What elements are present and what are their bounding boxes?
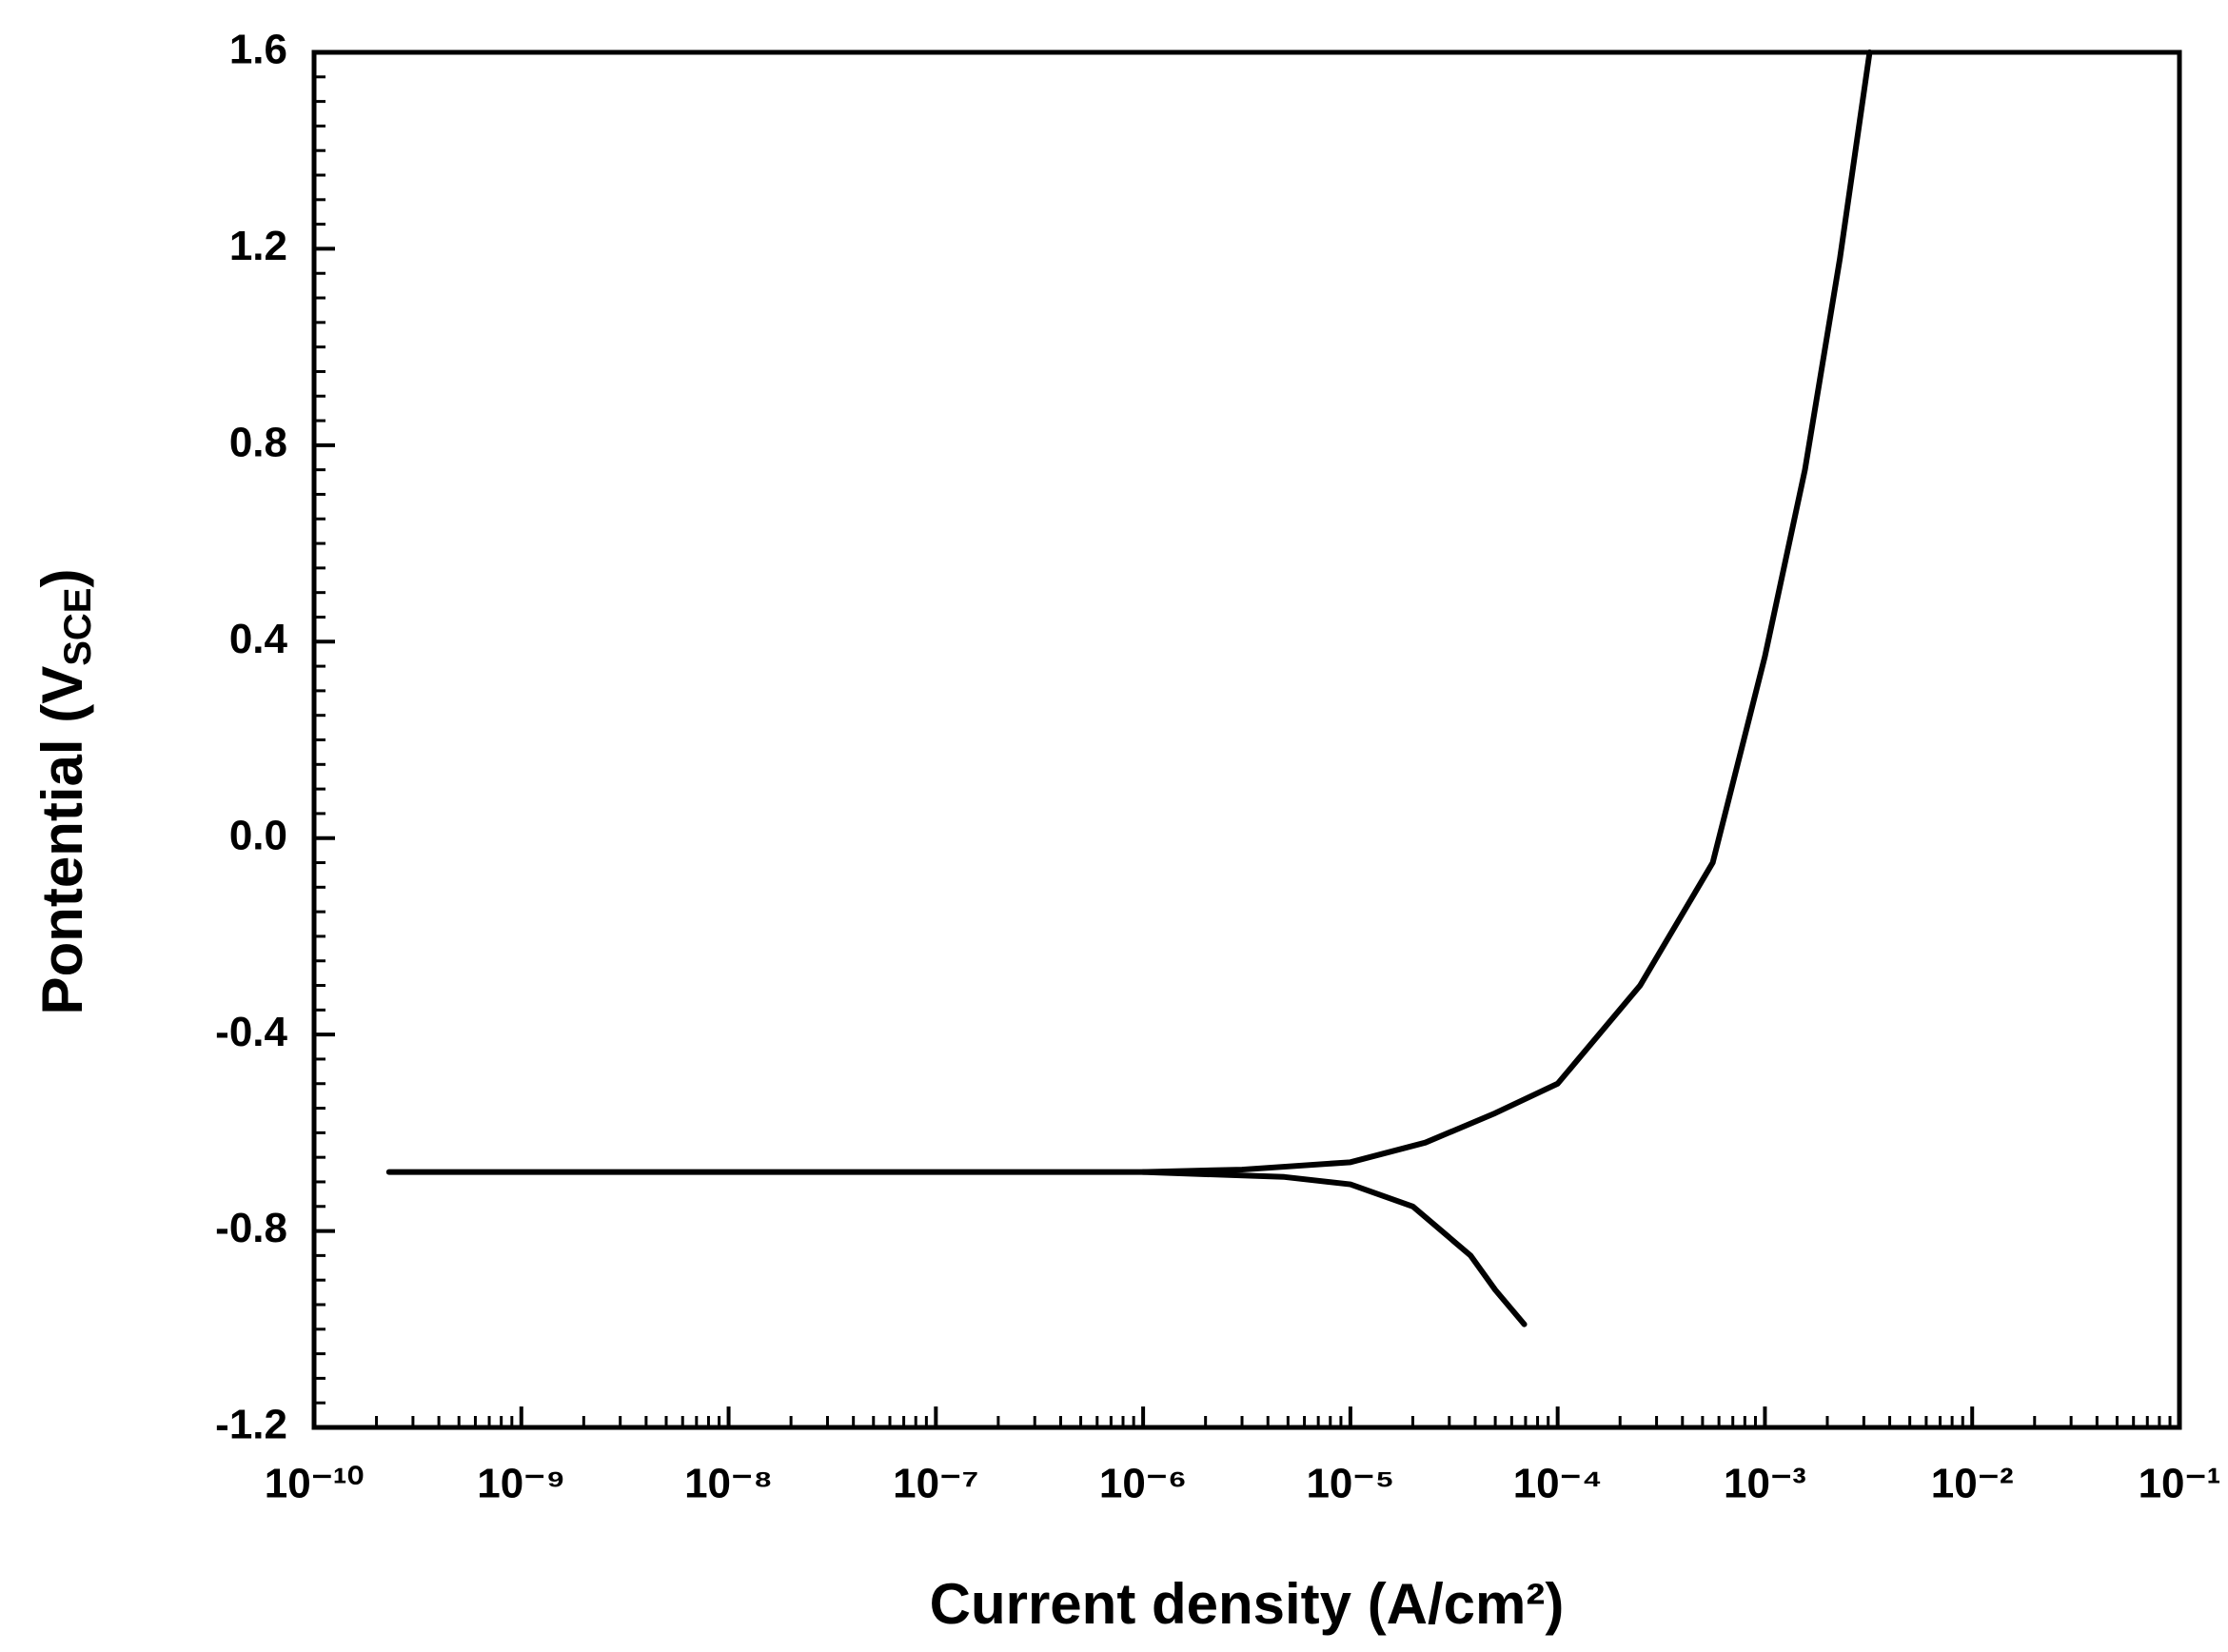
x-tick-label: 10⁻⁹ <box>477 1461 565 1507</box>
y-tick-label: -0.8 <box>215 1205 287 1251</box>
y-axis-label-main: Pontential (V <box>30 666 94 1015</box>
y-axis-label-end: ) <box>30 569 94 588</box>
x-tick-label: 10⁻⁴ <box>1513 1461 1603 1507</box>
y-tick-label: 0.0 <box>229 812 287 858</box>
y-tick-label: -0.4 <box>215 1009 287 1055</box>
y-tick-label: 1.2 <box>229 223 287 269</box>
y-tick-label: 0.4 <box>229 616 288 662</box>
x-tick-label: 10⁻³ <box>1724 1461 1806 1507</box>
x-tick-label: 10⁻⁵ <box>1306 1461 1394 1507</box>
x-tick-label: 10⁻⁸ <box>684 1461 773 1507</box>
y-tick-label: 1.6 <box>229 27 287 73</box>
x-tick-label: 10⁻¹ <box>2139 1461 2221 1507</box>
y-axis-label: Pontential (VSCE) <box>30 569 99 1015</box>
curve <box>385 49 1873 1175</box>
y-axis-label-sub: SCE <box>57 588 99 666</box>
curve <box>1140 1169 1528 1328</box>
x-tick-label: 10⁻⁷ <box>893 1461 978 1507</box>
x-tick-label: 10⁻¹⁰ <box>265 1461 364 1507</box>
x-axis-label: Current density (A/cm²) <box>930 1572 1565 1636</box>
x-tick-label: 10⁻² <box>1931 1461 2014 1507</box>
x-tick-label: 10⁻⁶ <box>1099 1461 1187 1507</box>
y-tick-label: -1.2 <box>215 1402 287 1448</box>
y-tick-label: 0.8 <box>229 419 287 465</box>
plot-frame <box>311 49 2182 1430</box>
